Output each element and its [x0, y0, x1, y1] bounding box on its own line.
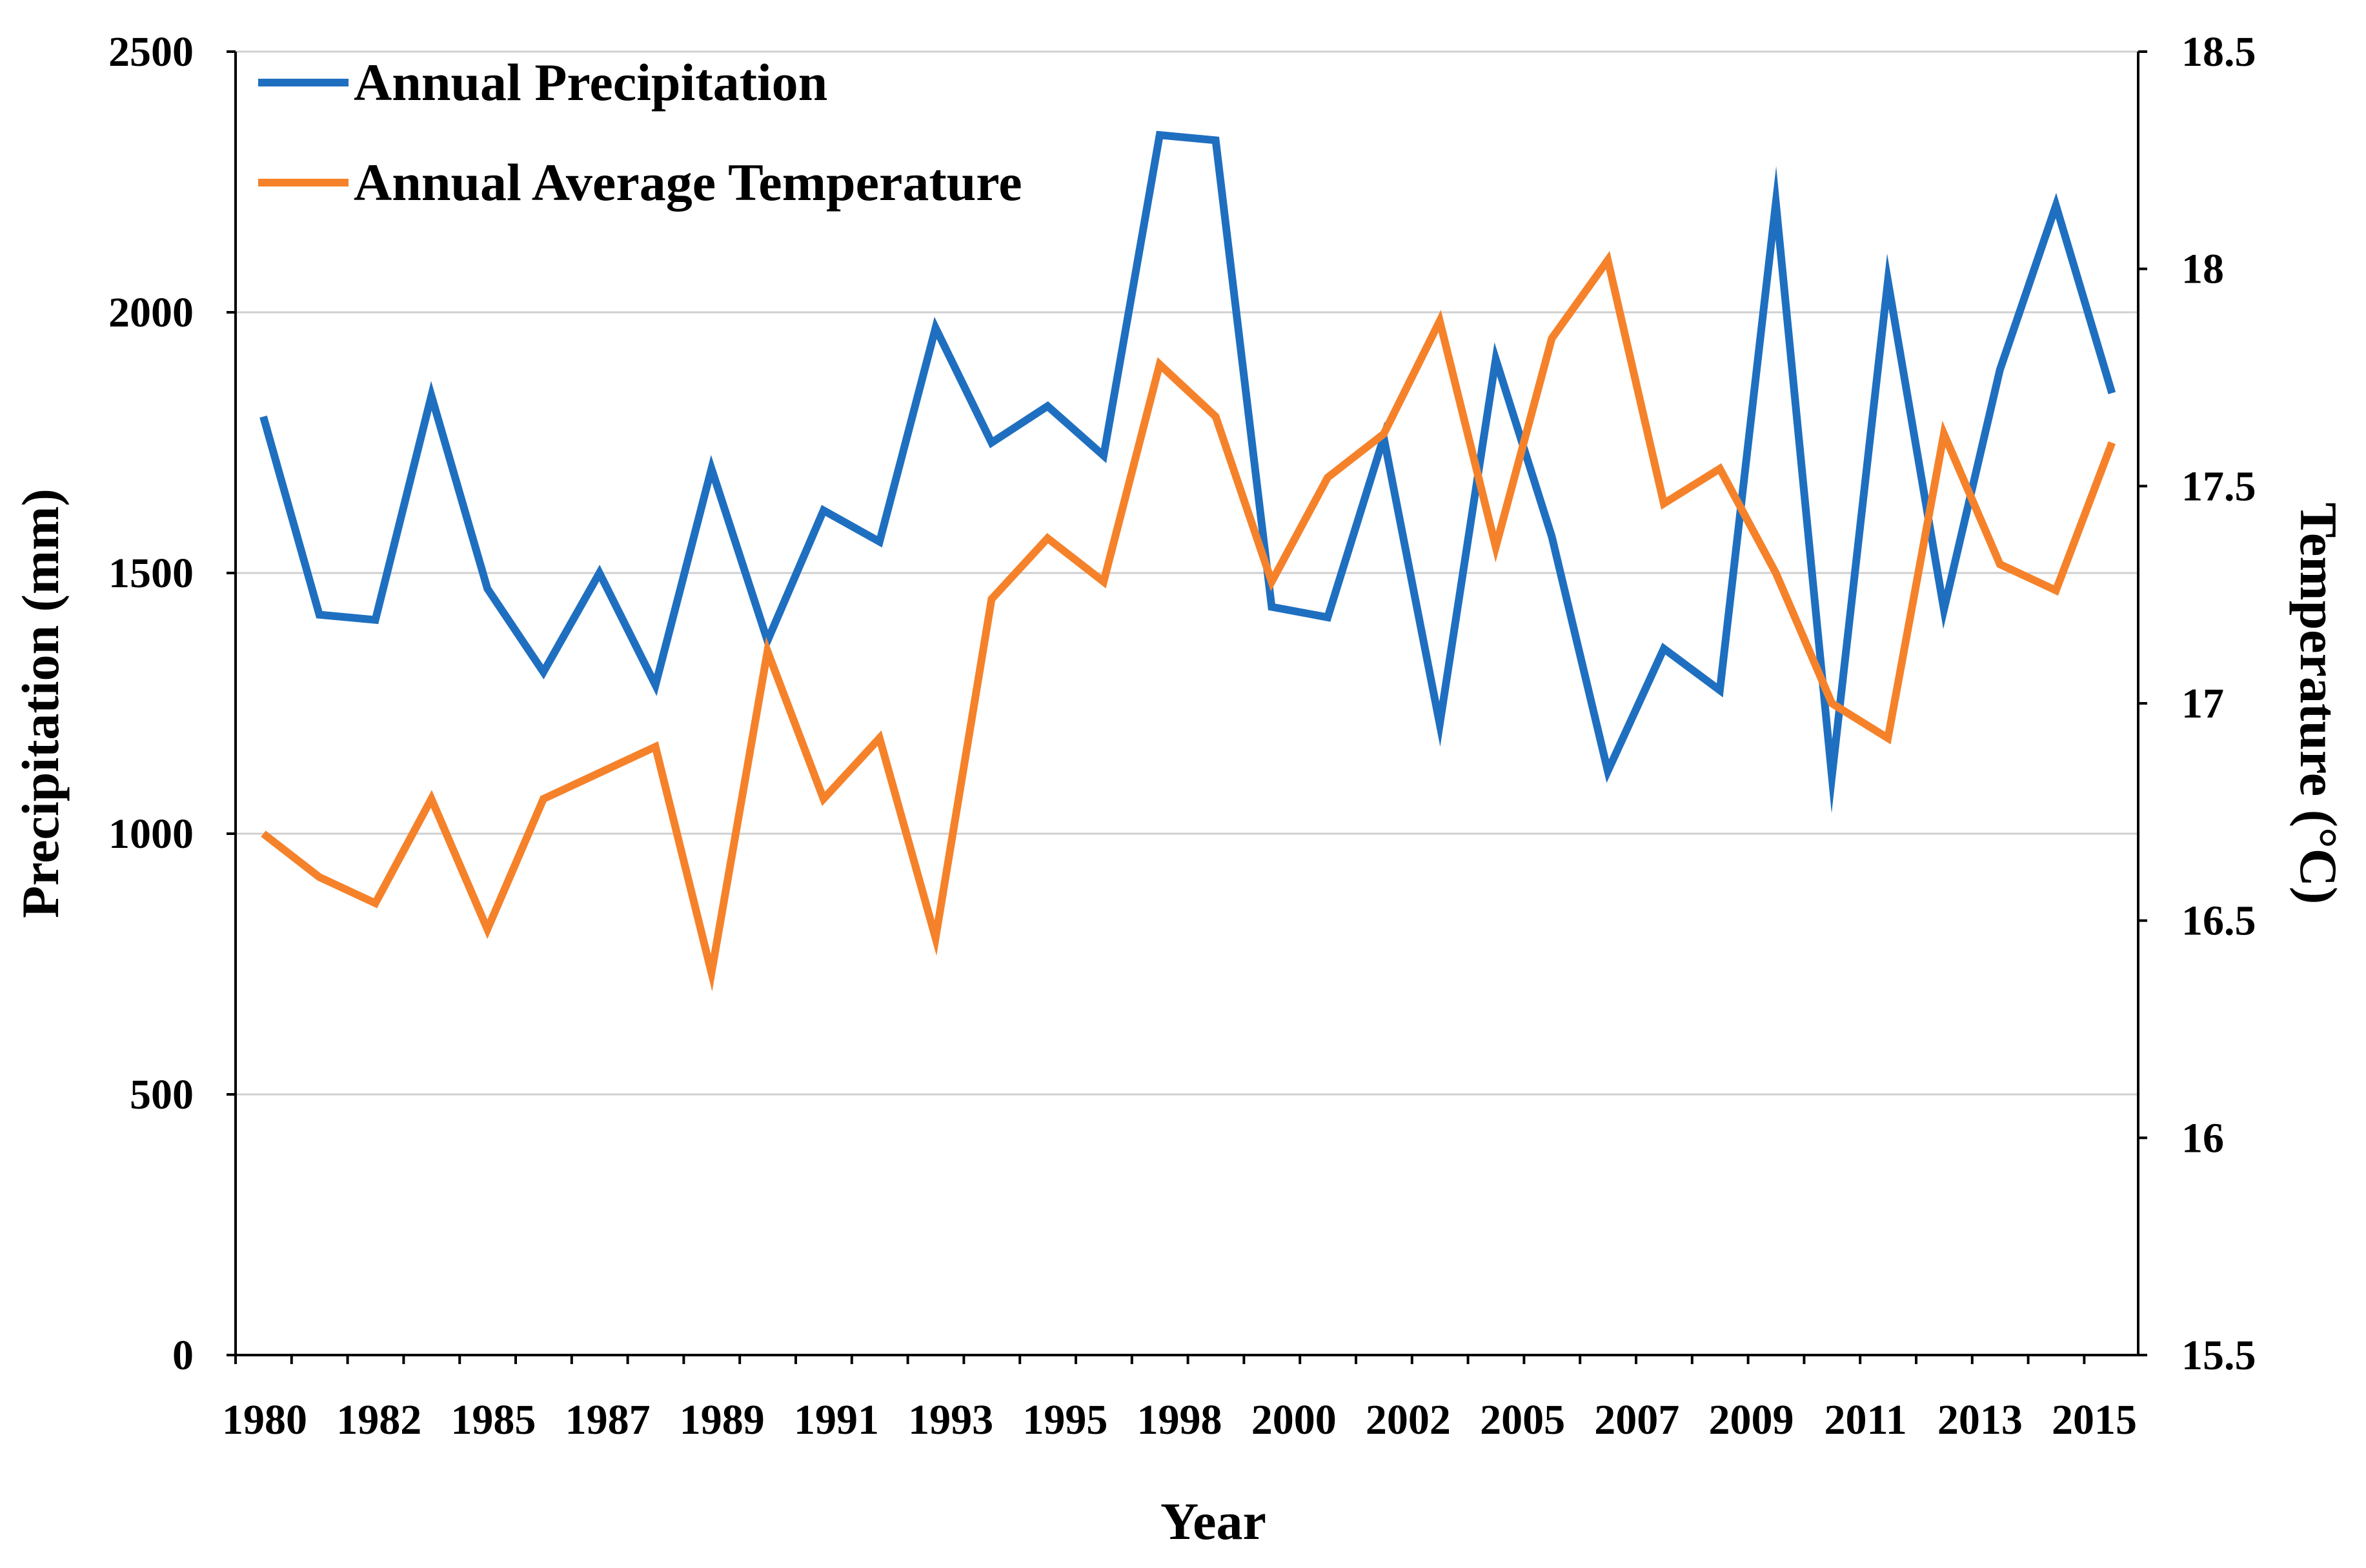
x-tick-label-1989: 1989 — [680, 1396, 765, 1443]
x-tick-label-1993: 1993 — [908, 1396, 993, 1443]
y-right-tick-label-16.5: 16.5 — [2181, 898, 2256, 945]
y-left-tick-label-1000: 1000 — [108, 810, 194, 858]
x-ticks: 1980 1982 1985 1987 1989 1991 1993 1995 1998 2000… — [222, 1355, 2137, 1443]
y-left-tick-label-500: 500 — [130, 1071, 194, 1118]
series-line-temperature — [261, 250, 2116, 992]
legend: Annual Precipitation Annual Average Temp… — [258, 53, 1022, 212]
y-left-tick-label-0: 0 — [172, 1332, 194, 1379]
x-tick-label-1982: 1982 — [336, 1396, 421, 1443]
x-tick-label-1998: 1998 — [1137, 1396, 1222, 1443]
x-axis-title: Year — [1160, 1492, 1266, 1551]
x-tick-label-2005: 2005 — [1480, 1396, 1565, 1443]
legend-label-precipitation: Annual Precipitation — [354, 53, 827, 112]
x-tick-label-1985: 1985 — [450, 1396, 536, 1443]
series-layer — [259, 130, 2116, 992]
gridlines — [236, 50, 2138, 1096]
x-tick-label-2007: 2007 — [1594, 1396, 1679, 1443]
y-right-tick-label-18.5: 18.5 — [2181, 28, 2256, 75]
series-line-precipitation — [259, 130, 2116, 814]
x-tick-label-1995: 1995 — [1022, 1396, 1107, 1443]
x-tick-label-2015: 2015 — [2052, 1396, 2137, 1443]
x-tick-label-1980: 1980 — [222, 1396, 307, 1443]
axes — [234, 52, 2139, 1356]
x-tick-label-2000: 2000 — [1251, 1396, 1337, 1443]
y-left-ticks: 0 500 1000 1500 2000 2500 — [108, 28, 236, 1379]
x-tick-label-2011: 2011 — [1824, 1396, 1906, 1443]
x-tick-label-2009: 2009 — [1708, 1396, 1794, 1443]
y-right-tick-label-17: 17 — [2181, 680, 2224, 727]
x-tick-label-1987: 1987 — [565, 1396, 651, 1443]
y-right-tick-label-18: 18 — [2181, 246, 2224, 293]
y-right-tick-label-16: 16 — [2181, 1114, 2224, 1161]
y-left-tick-label-2000: 2000 — [108, 289, 194, 336]
x-tick-label-2013: 2013 — [1937, 1396, 2023, 1443]
y-right-ticks: 15.5 16 16.5 17 17.5 18 18.5 — [2138, 28, 2256, 1379]
y-right-tick-label-17.5: 17.5 — [2181, 463, 2256, 510]
y-right-tick-label-15.5: 15.5 — [2181, 1332, 2256, 1379]
y-left-tick-label-2500: 2500 — [108, 28, 194, 75]
y-right-axis-title: Temperature (°C) — [2289, 503, 2348, 905]
x-tick-label-2002: 2002 — [1366, 1396, 1451, 1443]
y-left-tick-label-1500: 1500 — [108, 550, 194, 597]
y-left-axis-title: Precipitation (mm) — [11, 488, 70, 918]
legend-label-temperature: Annual Average Temperature — [354, 153, 1022, 212]
x-tick-label-1991: 1991 — [794, 1396, 879, 1443]
